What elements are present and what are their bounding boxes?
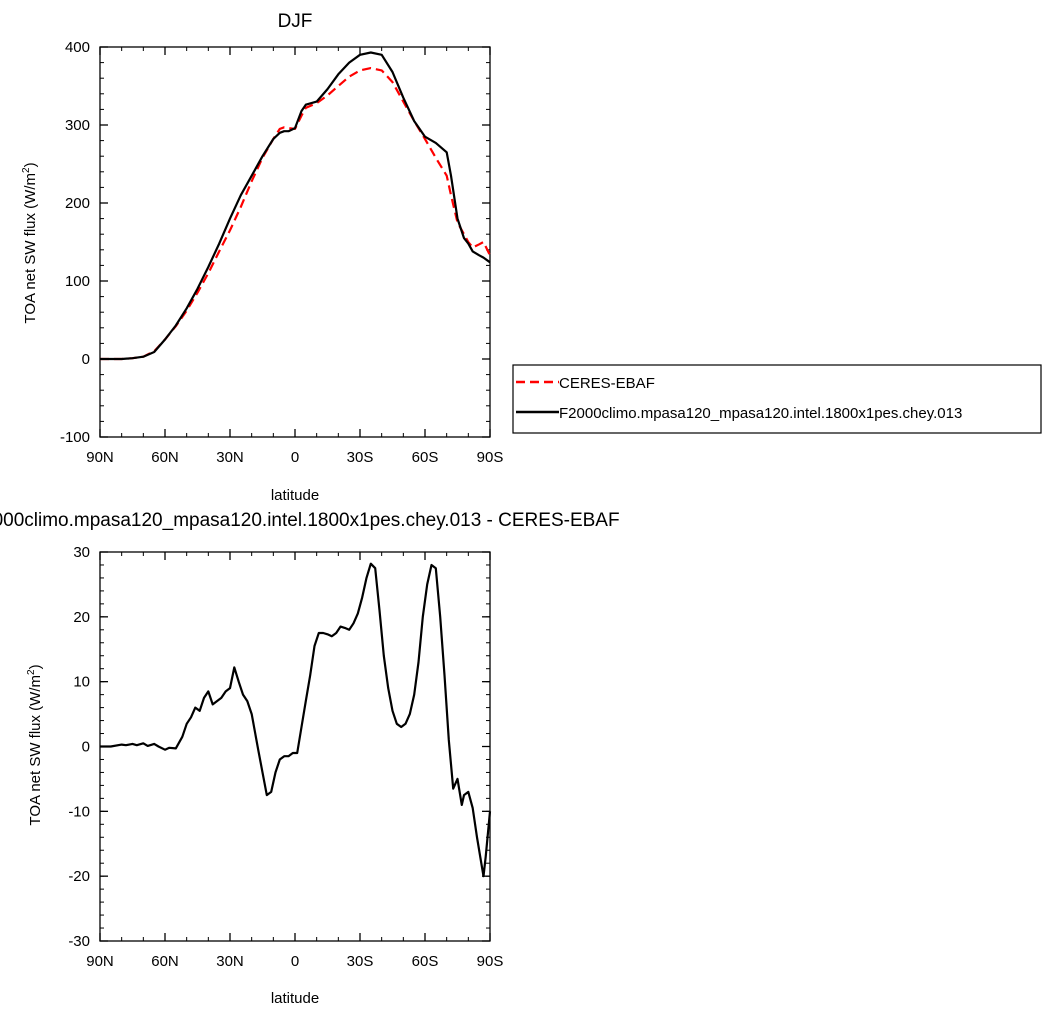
bottom-x-tick-label: 30N: [216, 953, 244, 970]
top-plot-area: -100 0 100 200 300 400 90N 60N 30N 0 30S 60S 90S: [60, 39, 503, 466]
top-x-tick-label: 90S: [477, 449, 504, 466]
top-y-tick-label: 200: [65, 195, 90, 212]
top-y-axis-label: TOA net SW flux (W/m2): [21, 162, 39, 323]
bottom-y-tick-label: -20: [68, 868, 90, 885]
bottom-y-tick-label: 20: [73, 609, 90, 626]
bottom-y-tick-label: 10: [73, 674, 90, 691]
bottom-x-axis-label: latitude: [271, 990, 319, 1007]
bottom-y-axis-label-text: TOA net SW flux (W/m: [27, 675, 44, 826]
top-y-tick-label: 0: [82, 351, 90, 368]
top-y-tick-label: -100: [60, 429, 90, 446]
bottom-plot-area: -30 -20 -10 0 10 20 30 90N 60N 30N 0 30S 60S 90S: [68, 544, 503, 970]
bottom-y-tick-label: -30: [68, 933, 90, 950]
top-series-ceres-ebaf-line: [100, 67, 491, 361]
top-x-tick-label: 60N: [151, 449, 179, 466]
bottom-x-tick-label: 60S: [412, 953, 439, 970]
bottom-panel: F2000climo.mpasa120_mpasa120.intel.1800x…: [0, 510, 620, 1007]
bottom-y-tick-label: 30: [73, 544, 90, 561]
bottom-x-tick-label: 60N: [151, 953, 179, 970]
top-y-tick-label: 100: [65, 273, 90, 290]
bottom-x-tick-label: 90S: [477, 953, 504, 970]
bottom-x-tick-label: 0: [291, 953, 299, 970]
bottom-y-tick-label: -10: [68, 803, 90, 820]
top-x-tick-label: 0: [291, 449, 299, 466]
top-x-tick-label: 30S: [347, 449, 374, 466]
bottom-y-tick-label: 0: [82, 739, 90, 756]
top-x-tick-label: 90N: [86, 449, 114, 466]
legend-box: [512, 364, 1042, 434]
top-plot-frame: [99, 46, 491, 438]
bottom-series-difference-line: [100, 562, 492, 878]
top-y-axis-label-close: ): [22, 162, 39, 167]
top-y-axis-label-text: TOA net SW flux (W/m: [22, 173, 39, 324]
bottom-y-axis-label-close: ): [27, 664, 44, 669]
top-x-axis-label: latitude: [271, 487, 319, 504]
legend-label-ceres: CERES-EBAF: [559, 375, 655, 392]
bottom-panel-title: F2000climo.mpasa120_mpasa120.intel.1800x…: [0, 510, 620, 531]
top-y-tick-label: 400: [65, 39, 90, 56]
top-panel-title: DJF: [278, 11, 313, 32]
top-x-tick-label: 30N: [216, 449, 244, 466]
bottom-x-tick-label: 90N: [86, 953, 114, 970]
legend: CERES-EBAF F2000climo.mpasa120_mpasa120.…: [512, 364, 1042, 434]
top-series-f2000climo-mpasa120--line: [100, 51, 491, 361]
top-x-tick-label: 60S: [412, 449, 439, 466]
top-y-axis-label-superscript: 2: [21, 167, 32, 173]
bottom-x-tick-label: 30S: [347, 953, 374, 970]
top-panel: DJF -100 0 100 200 300 400 90N 60N 30N 0 30S 60S 90S…: [21, 11, 503, 504]
top-y-tick-label: 300: [65, 117, 90, 134]
legend-label-model: F2000climo.mpasa120_mpasa120.intel.1800x…: [559, 405, 962, 422]
bottom-y-axis-label: TOA net SW flux (W/m2): [26, 664, 44, 825]
bottom-y-axis-label-superscript: 2: [26, 669, 37, 675]
